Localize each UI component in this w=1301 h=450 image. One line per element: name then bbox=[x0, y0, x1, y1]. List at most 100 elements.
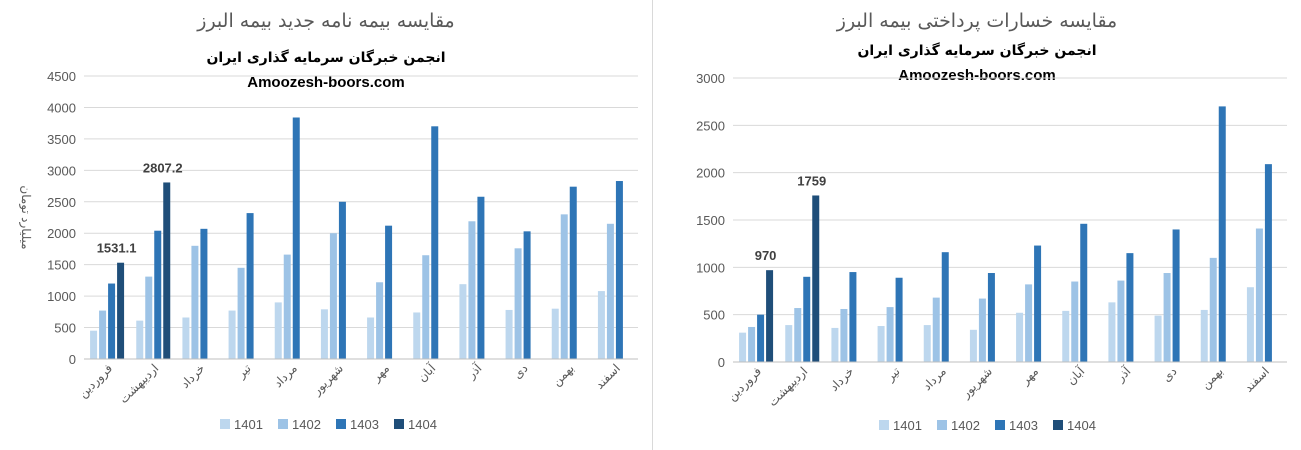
bar-1401 bbox=[739, 332, 747, 362]
bar-1403 bbox=[338, 201, 346, 359]
bar-1401 bbox=[228, 310, 236, 359]
x-tick-label: مهر bbox=[1017, 364, 1041, 388]
bar-1401 bbox=[877, 326, 885, 362]
bar-1403 bbox=[477, 196, 485, 359]
bar-1402 bbox=[978, 298, 986, 362]
y-tick-label: 1500 bbox=[696, 213, 725, 228]
legend-entry: 1403 bbox=[1009, 418, 1038, 433]
legend-swatch-1402 bbox=[278, 419, 288, 429]
bar-1402 bbox=[237, 267, 245, 359]
x-tick-label: مهر bbox=[368, 361, 392, 385]
x-tick-label: آبان bbox=[1063, 363, 1088, 388]
x-tick-label: اسفند bbox=[592, 361, 623, 392]
bar-1401 bbox=[1108, 302, 1116, 362]
x-tick-label: خرداد bbox=[827, 364, 857, 394]
bar-1401 bbox=[1016, 312, 1024, 362]
chart-title: مقایسه خسارات پرداختی بیمه البرز bbox=[836, 10, 1118, 32]
x-tick-label: بهمن bbox=[1198, 364, 1226, 392]
bar-1402 bbox=[1025, 284, 1033, 362]
y-tick-label: 1000 bbox=[696, 260, 725, 275]
y-tick-label: 4500 bbox=[47, 69, 76, 84]
data-label: 1759 bbox=[797, 173, 826, 188]
bar-1401 bbox=[597, 291, 605, 359]
bar-1404 bbox=[117, 262, 125, 359]
bar-1402 bbox=[606, 223, 614, 359]
new-policies-chart-panel: مقایسه بیمه نامه جدید بیمه البرز انجمن خ… bbox=[19, 0, 653, 450]
x-tick-label: مرداد bbox=[920, 364, 949, 393]
data-label: 970 bbox=[755, 248, 777, 263]
bar-1401 bbox=[505, 309, 513, 359]
bar-1403 bbox=[1218, 106, 1226, 363]
bar-1402 bbox=[932, 297, 940, 362]
bar-1401 bbox=[969, 329, 977, 362]
y-tick-label: 3000 bbox=[696, 71, 725, 86]
legend-entry: 1401 bbox=[234, 417, 263, 432]
bar-1401 bbox=[1200, 309, 1208, 362]
bar-1401 bbox=[785, 325, 793, 362]
data-label: 1531.1 bbox=[97, 241, 137, 256]
bar-1403 bbox=[246, 213, 254, 359]
x-tick-label: فروردین bbox=[76, 361, 115, 400]
bar-1401 bbox=[367, 317, 375, 359]
bar-1403 bbox=[108, 283, 116, 359]
bar-1401 bbox=[136, 320, 144, 359]
y-tick-label: 500 bbox=[54, 321, 76, 336]
legend-swatch-1404 bbox=[1053, 420, 1063, 430]
bar-1402 bbox=[886, 307, 894, 362]
bar-1401 bbox=[1154, 315, 1162, 362]
y-tick-label: 2000 bbox=[47, 226, 76, 241]
x-tick-label: اسفند bbox=[1241, 364, 1272, 395]
bar-1402 bbox=[422, 255, 430, 359]
y-tick-label: 1500 bbox=[47, 258, 76, 273]
y-tick-label: 3500 bbox=[47, 132, 76, 147]
bar-1403 bbox=[987, 273, 995, 362]
y-tick-label: 500 bbox=[703, 308, 725, 323]
bar-1403 bbox=[849, 272, 857, 362]
bar-1403 bbox=[895, 277, 903, 362]
bar-1401 bbox=[1062, 310, 1070, 362]
bar-1401 bbox=[923, 325, 931, 362]
bar-1403 bbox=[1126, 253, 1134, 362]
y-tick-label: 0 bbox=[69, 352, 76, 367]
x-tick-label: مرداد bbox=[271, 361, 300, 390]
bar-1402 bbox=[1071, 281, 1079, 362]
bar-1403 bbox=[292, 117, 300, 359]
watermark-website: Amoozesh-boors.com bbox=[247, 74, 405, 91]
paid-claims-chart-panel: مقایسه خسارات پرداختی بیمه البرز انجمن خ… bbox=[653, 0, 1301, 450]
legend-entry: 1401 bbox=[893, 418, 922, 433]
watermark-association: انجمن خبرگان سرمایه گذاری ایران bbox=[857, 43, 1097, 59]
bar-1403 bbox=[757, 314, 765, 362]
bar-1402 bbox=[560, 214, 568, 359]
bar-1402 bbox=[1255, 228, 1263, 362]
y-tick-label: 3000 bbox=[47, 163, 76, 178]
bar-1402 bbox=[794, 308, 802, 362]
watermark-association: انجمن خبرگان سرمایه گذاری ایران bbox=[206, 50, 446, 66]
bar-1403 bbox=[523, 231, 531, 359]
x-tick-label: تیر bbox=[882, 364, 902, 384]
legend-entry: 1404 bbox=[1067, 418, 1096, 433]
bar-1401 bbox=[413, 312, 421, 359]
x-tick-label: بهمن bbox=[549, 361, 577, 389]
chart-title: مقایسه بیمه نامه جدید بیمه البرز bbox=[197, 10, 455, 32]
data-label: 2807.2 bbox=[143, 160, 183, 175]
paid-claims-chart: 0 500 1000 1500 2000 2500 3000 970 1759 فروردین ار… bbox=[696, 71, 1287, 433]
bar-1404 bbox=[766, 270, 774, 362]
bar-1403 bbox=[615, 181, 623, 359]
y-axis-label: میلیارد تومان bbox=[19, 185, 33, 249]
bar-1403 bbox=[1080, 223, 1088, 362]
x-tick-label: آذر bbox=[1112, 363, 1134, 385]
legend-entry: 1402 bbox=[292, 417, 321, 432]
bar-1403 bbox=[431, 126, 439, 359]
legend-entry: 1404 bbox=[408, 417, 437, 432]
legend-entry: 1402 bbox=[951, 418, 980, 433]
bar-1402 bbox=[1117, 280, 1125, 362]
bar-1401 bbox=[182, 317, 190, 359]
bar-1402 bbox=[145, 276, 153, 359]
bar-1403 bbox=[385, 225, 393, 359]
x-tick-label: شهریور bbox=[958, 364, 995, 401]
y-tick-label: 0 bbox=[718, 355, 725, 370]
bar-1402 bbox=[514, 248, 522, 359]
bar-1402 bbox=[468, 221, 476, 359]
bar-1403 bbox=[569, 186, 577, 359]
y-tick-label: 2000 bbox=[696, 166, 725, 181]
